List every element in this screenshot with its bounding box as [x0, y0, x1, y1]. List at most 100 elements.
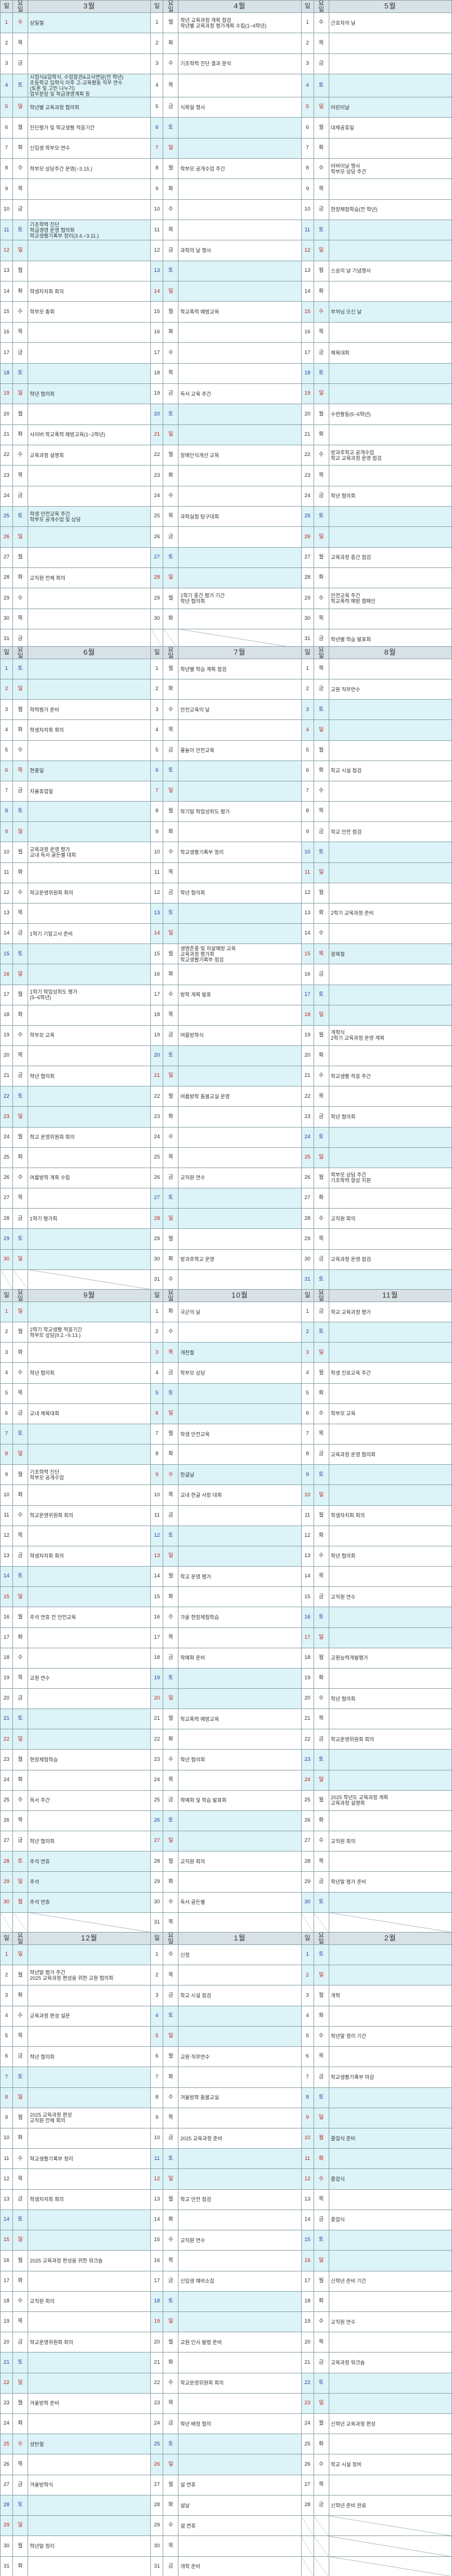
day-number: 18 [0, 2291, 14, 2312]
day-number: 26 [301, 2454, 314, 2475]
event-cell [328, 1342, 452, 1363]
weekday-cell: 목 [12, 2168, 29, 2190]
day-row: 24 화 24 금 학년 배정 협의 24 월 신학년 교육과정 편성 [0, 2413, 452, 2435]
day-number: 30 [0, 608, 14, 629]
day-row: 20 금 학교운영위원회 회의 20 월 교원 인사 발령 준비 20 목 [0, 2332, 452, 2353]
day-number: 8 [150, 1444, 164, 1465]
event-cell [328, 2392, 452, 2414]
event-cell: 학부모 상담 주간 기초학력 향상 지원 [328, 1167, 452, 1189]
day-number: 30 [301, 1891, 314, 1913]
weekday-cell: 일 [313, 1147, 329, 1168]
day-row: 25 수 성탄절 25 토 25 화 [0, 2434, 452, 2455]
day-number: 6 [301, 1403, 314, 1424]
weekday-cell: 일 [163, 1545, 179, 1567]
day-number: 2 [301, 679, 314, 700]
weekday-cell: 목 [313, 1851, 329, 1872]
weekday-cell: 월 [12, 2535, 29, 2557]
event-cell [178, 2311, 302, 2333]
day-number: 14 [0, 1566, 14, 1587]
event-cell [28, 178, 151, 200]
day-row: 5 수 5 금 물놀이 안전교육 5 월 [0, 740, 452, 761]
weekday-cell: 화 [163, 178, 179, 200]
day-number [301, 2515, 314, 2537]
weekday-cell: 화 [163, 1586, 179, 1608]
weekday-cell: 일 [313, 240, 329, 261]
weekday-cell: 화 [163, 1871, 179, 1893]
day-number: 3 [150, 1985, 164, 2006]
weekday-cell: 수 [12, 2005, 29, 2027]
weekday-cell: 금 [12, 2474, 29, 2496]
day-number: 20 [150, 2332, 164, 2353]
weekday-cell: 금 [163, 2556, 179, 2576]
day-number: 26 [301, 1810, 314, 1832]
event-cell [28, 2311, 151, 2333]
weekday-cell: 화 [12, 1769, 29, 1791]
day-number: 17 [301, 1627, 314, 1648]
weekday-cell: 화 [163, 321, 179, 343]
event-cell [178, 117, 302, 138]
day-number: 11 [0, 2148, 14, 2170]
day-number: 5 [150, 97, 164, 118]
weekday-cell: 토 [313, 2372, 329, 2394]
event-cell [28, 1342, 151, 1363]
weekday-cell: 일 [12, 1586, 29, 1608]
day-number: 3 [0, 1342, 14, 1363]
day-number: 14 [150, 923, 164, 945]
event-cell: 학년 교육과정 계획 점검 학년별 교육과정 평가계획 수립(1~4학년) [178, 12, 302, 34]
day-number: 28 [301, 2494, 314, 2516]
event-cell [178, 1106, 302, 1128]
event-cell: 학년별 학습 계획 점검 [178, 658, 302, 680]
event-cell [328, 567, 452, 589]
day-row: 26 일 26 금 26 일 [0, 526, 452, 548]
day-number: 10 [150, 1484, 164, 1506]
event-cell: 개천절 [178, 1342, 302, 1363]
day-number: 23 [0, 1749, 14, 1770]
weekday-cell: 토 [163, 2291, 179, 2312]
day-number: 7 [0, 137, 14, 159]
weekday-cell: 월 [163, 1709, 179, 1730]
event-cell [328, 2087, 452, 2108]
day-row: 13 금 학생자치회 회의 13 월 학교 안전 점검 13 목 [0, 2189, 452, 2210]
weekday-cell: 토 [12, 506, 29, 527]
quarter-block: 일 요일 9월 일 요일 10월 일 요일 11월 1 일 1 화 국군의 날 1 금 학교 교육과정 평가 2 월… [0, 1289, 452, 1933]
weekday-cell: 일 [12, 1106, 29, 1128]
day-row: 8 일 8 수 겨울방학 돌봄교실 8 토 [0, 2087, 452, 2108]
weekday-cell: 화 [163, 1729, 179, 1750]
event-cell [28, 1586, 151, 1608]
day-header: 일 [0, 0, 14, 13]
event-cell: 교육과정 운영 협의회 [328, 1444, 452, 1465]
event-cell [328, 465, 452, 486]
day-number: 23 [150, 1749, 164, 1770]
event-cell [328, 2189, 452, 2210]
day-number: 2 [0, 679, 14, 700]
weekday-cell: 수 [163, 1944, 179, 1966]
event-cell: 교원 직무연수 [178, 2046, 302, 2068]
event-cell [178, 2005, 302, 2027]
day-header: 일 [150, 1289, 164, 1302]
day-row: 30 월 추석 연휴 30 수 독서 골든벨 30 토 [0, 1891, 452, 1913]
weekday-cell: 금 [313, 1729, 329, 1750]
event-cell: 삼일절 [28, 12, 151, 34]
event-cell: 설날 [178, 2494, 302, 2516]
day-number: 4 [301, 1362, 314, 1384]
day-number: 3 [0, 1985, 14, 2006]
day-row: 15 일 15 수 교직원 연수 15 토 [0, 2230, 452, 2251]
event-cell [328, 1045, 452, 1067]
day-number: 25 [301, 506, 314, 527]
day-row: 7 토 7 월 학생 안전교육 7 목 [0, 1423, 452, 1445]
weekday-cell: 토 [313, 842, 329, 863]
event-cell [328, 658, 452, 680]
event-cell [28, 1045, 151, 1067]
weekday-cell: 화 [313, 2148, 329, 2170]
calendar-table: 일 요일 6월 일 요일 7월 일 요일 8월 1 토 1 월 학년별 학습 계획 점검 1 목 2 일 2 화 2 금 교… [0, 646, 452, 1290]
event-cell [28, 608, 151, 629]
weekday-cell: 화 [12, 2127, 29, 2149]
event-cell: 학년 협의회 [28, 2046, 151, 2068]
weekday-cell [313, 2556, 329, 2576]
day-row: 31 수 31 토 [0, 1269, 452, 1290]
day-number: 5 [301, 1383, 314, 1404]
day-row: 23 일 23 화 23 금 학년 협의회 [0, 1106, 452, 1128]
day-number: 9 [0, 1464, 14, 1486]
event-cell [28, 801, 151, 822]
day-number: 12 [301, 2168, 314, 2190]
